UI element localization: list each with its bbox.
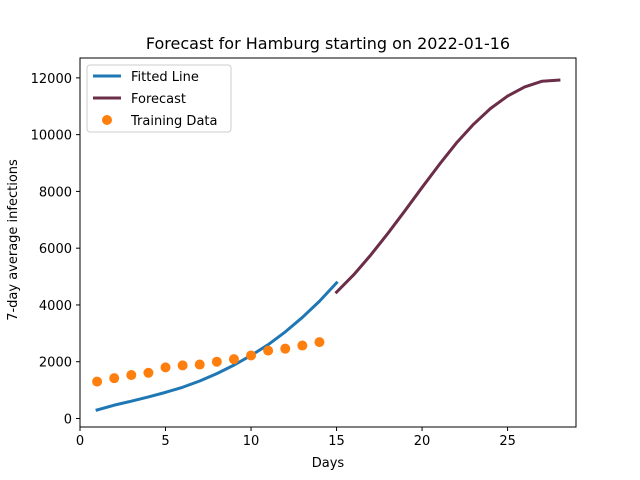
data-point-training-data xyxy=(177,360,188,371)
chart-title: Forecast for Hamburg starting on 2022-01… xyxy=(146,34,510,53)
data-point-training-data xyxy=(280,343,291,354)
y-tick-label: 10000 xyxy=(31,129,72,144)
x-tick-label: 0 xyxy=(76,434,84,449)
data-point-training-data xyxy=(126,370,137,381)
plot-area: 0 5 10 15 20 25 0 2000 4000 6000 8000 10000 12000 Fit… xyxy=(31,57,577,449)
axes-frame xyxy=(79,57,577,428)
data-point-training-data xyxy=(246,350,257,361)
x-tick-label: 5 xyxy=(161,434,169,449)
x-tick-label: 10 xyxy=(243,434,260,449)
data-point-training-data xyxy=(92,376,103,387)
x-tick-label: 25 xyxy=(499,434,516,449)
legend-label-fitted-line: Fitted Line xyxy=(131,70,199,85)
x-tick-label: 20 xyxy=(414,434,431,449)
x-tick-label: 15 xyxy=(328,434,345,449)
data-point-training-data xyxy=(160,362,171,373)
y-tick-label: 2000 xyxy=(39,356,72,371)
y-tick-label: 12000 xyxy=(31,72,72,87)
y-axis-label: 7-day average infections xyxy=(6,159,21,321)
data-point-training-data xyxy=(297,340,308,351)
data-point-training-data xyxy=(211,356,222,367)
data-point-training-data xyxy=(263,345,274,356)
y-tick-label: 4000 xyxy=(39,299,72,314)
legend-box xyxy=(86,64,232,133)
y-tick-label: 8000 xyxy=(39,185,72,200)
data-point-training-data xyxy=(228,354,239,365)
data-point-training-data xyxy=(194,359,205,370)
data-point-training-data xyxy=(109,373,120,384)
series-line-forecast xyxy=(334,78,561,295)
y-tick-label: 0 xyxy=(64,412,72,427)
legend-label-forecast: Forecast xyxy=(131,92,186,107)
y-tick-label: 6000 xyxy=(39,242,72,257)
legend-swatch-training-data xyxy=(102,115,112,125)
x-axis-label: Days xyxy=(312,456,345,471)
data-point-training-data xyxy=(314,337,325,348)
legend: Fitted Line Forecast Training Data xyxy=(86,64,232,133)
series-line-fitted-line xyxy=(95,280,339,412)
legend-label-training-data: Training Data xyxy=(130,114,217,129)
data-point-training-data xyxy=(143,367,154,378)
